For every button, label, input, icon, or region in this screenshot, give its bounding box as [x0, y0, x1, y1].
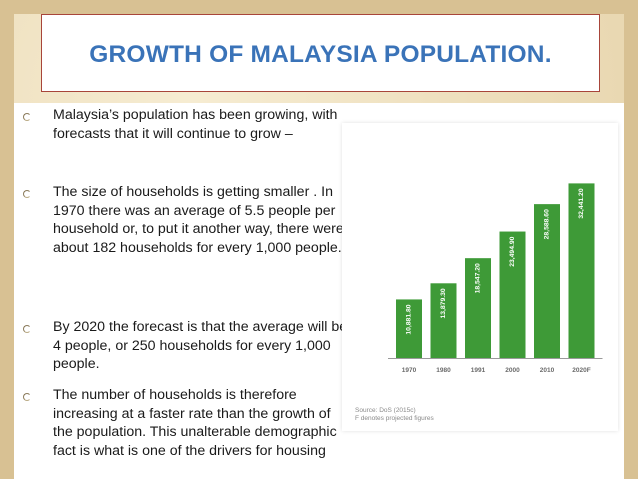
bar-2010 [534, 204, 560, 358]
bullet-text: The size of households is getting smalle… [53, 184, 344, 256]
bar-value-label: 28,588.60 [544, 209, 551, 239]
chart-source: Source: DoS (2015c) [355, 407, 416, 414]
population-chart: 10,881.80 1970 13,879.30 1980 18,547.20 1991 2… [342, 123, 618, 431]
title-box: GROWTH OF MALAYSIA POPULATION. [41, 14, 600, 92]
bullet-text: The number of households is therefore in… [53, 387, 337, 459]
bar-2020F [568, 183, 595, 358]
content-area: Malaysia’s population has been growing, … [14, 103, 624, 479]
bar-value-label: 23,494.90 [509, 236, 516, 266]
chart-note: F denotes projected figures [355, 415, 434, 422]
bullet-circle-icon [23, 190, 31, 198]
x-tick-label: 1991 [471, 367, 486, 374]
x-tick-label: 2000 [505, 367, 520, 374]
bar-1991 [465, 258, 491, 358]
x-tick-label: 2020F [572, 367, 590, 374]
bar-value-label: 18,547.20 [475, 263, 482, 293]
bar-value-label: 13,879.30 [440, 288, 447, 318]
bar-chart: 10,881.80 1970 13,879.30 1980 18,547.20 1991 2… [388, 183, 603, 374]
bar-2000 [499, 231, 526, 358]
bullet-circle-icon [23, 325, 31, 333]
bullet-text: Malaysia’s population has been growing, … [53, 107, 338, 142]
bar-1970 [396, 299, 422, 358]
bar-1980 [430, 283, 457, 358]
x-tick-label: 1980 [436, 367, 451, 374]
x-tick-label: 2010 [540, 367, 555, 374]
bar-value-label: 10,881.80 [406, 304, 413, 334]
bullet-text: By 2020 the forecast is that the average… [53, 319, 348, 372]
bullet-circle-icon [23, 113, 31, 121]
slide-title: GROWTH OF MALAYSIA POPULATION. [89, 41, 552, 68]
bar-value-label: 32,441.20 [578, 188, 585, 218]
x-tick-label: 1970 [402, 367, 417, 374]
bullet-circle-icon [23, 393, 31, 401]
